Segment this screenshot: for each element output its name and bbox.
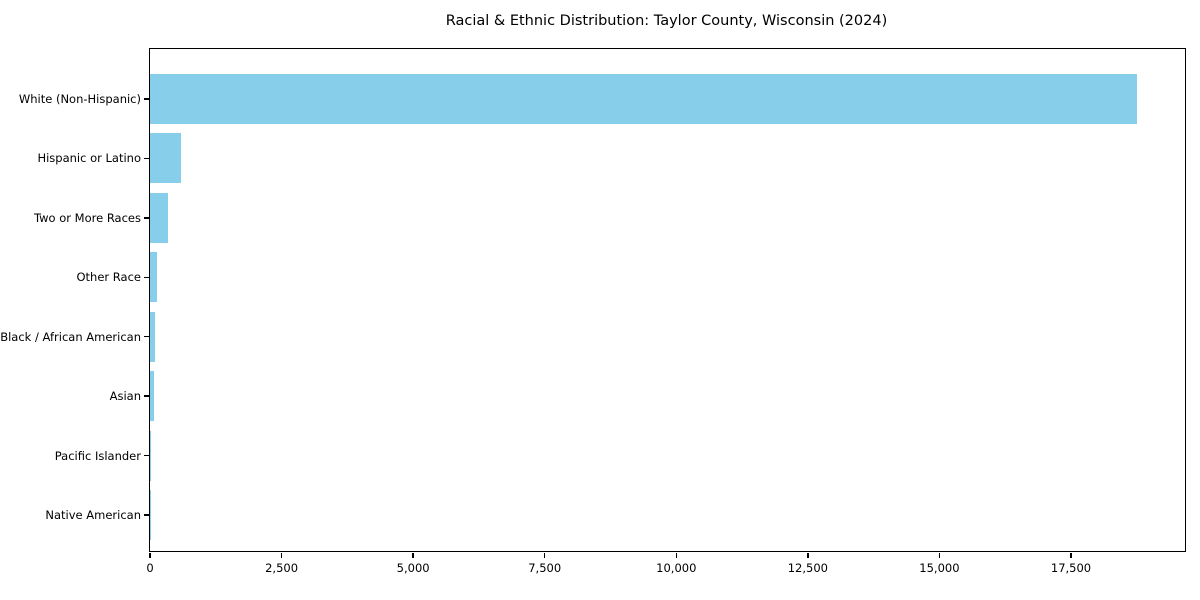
bar-white-non-hispanic <box>150 74 1137 124</box>
bar-two-or-more-races <box>150 192 168 243</box>
y-axis-tick <box>143 335 149 338</box>
x-axis-tick <box>280 552 283 558</box>
x-axis-tick-label: 2,500 <box>265 561 299 575</box>
x-axis-tick <box>543 552 546 558</box>
y-axis-label: Other Race <box>76 270 142 285</box>
y-axis-tick <box>143 98 149 100</box>
y-axis-tick <box>143 454 149 457</box>
y-axis-label: Two or More Races <box>34 210 141 225</box>
x-axis-tick <box>412 552 414 558</box>
x-axis-tick <box>149 552 151 558</box>
bar-asian <box>150 371 155 422</box>
chart-title: Racial & Ethnic Distribution: Taylor Cou… <box>445 13 888 29</box>
y-axis-label: Black / African American <box>0 329 141 344</box>
bar-black-african-american <box>150 311 155 362</box>
x-axis-tick-label: 10,000 <box>656 561 697 575</box>
y-axis-tick <box>143 217 149 219</box>
x-axis-tick <box>807 552 809 558</box>
y-axis-label: Hispanic or Latino <box>37 151 141 166</box>
y-axis-label: Pacific Islander <box>54 448 141 463</box>
x-axis-tick-label: 17,500 <box>1050 561 1092 575</box>
y-axis-label: Asian <box>109 389 141 404</box>
x-axis-tick <box>675 552 678 558</box>
plot-area: White (Non-Hispanic) Hispanic or Latino Tw… <box>0 48 1186 575</box>
bar-other-race <box>150 252 158 303</box>
y-axis-tick <box>143 276 149 279</box>
y-axis-label: White (Non-Hispanic) <box>18 92 141 106</box>
x-axis-tick-label: 15,000 <box>919 561 960 575</box>
x-axis-tick <box>1070 552 1072 558</box>
x-axis-tick-label: 7,500 <box>528 561 562 575</box>
x-axis-tick <box>938 552 941 558</box>
y-axis-tick <box>143 514 149 516</box>
x-axis-tick-label: 0 <box>146 561 154 575</box>
y-axis-tick <box>143 157 149 160</box>
bar-pacific-islander <box>150 430 151 481</box>
y-axis-tick <box>143 395 149 397</box>
x-axis-tick-label: 12,500 <box>787 561 828 575</box>
bar-hispanic-or-latino <box>150 133 182 184</box>
x-axis-tick-label: 5,000 <box>396 561 430 575</box>
y-axis-label: Native American <box>45 508 141 522</box>
